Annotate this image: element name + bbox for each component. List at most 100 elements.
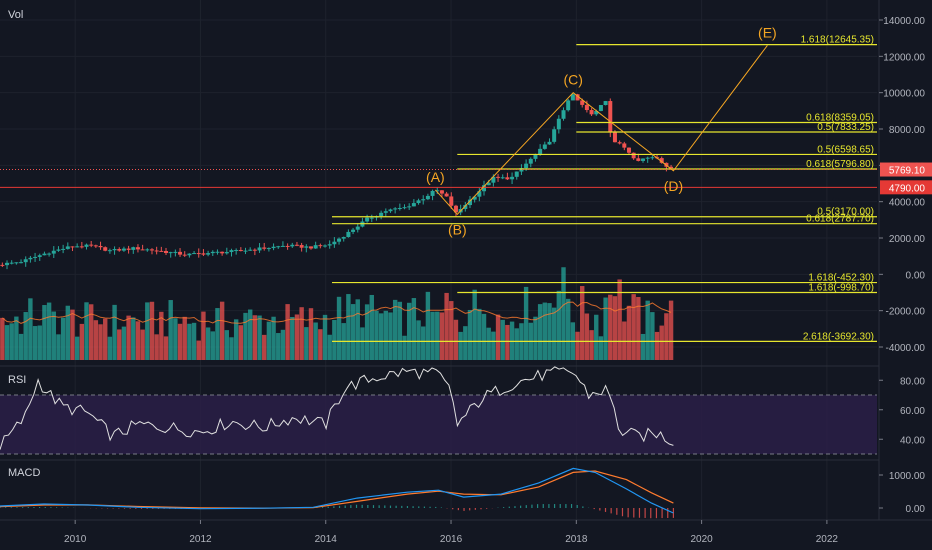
- candle-body: [388, 209, 393, 212]
- candle-body: [496, 176, 501, 178]
- candle-body: [126, 248, 131, 250]
- candle-body: [575, 94, 580, 101]
- candle-body: [294, 244, 299, 246]
- volume-bar: [140, 329, 145, 360]
- candle-body: [42, 253, 47, 256]
- candle-body: [444, 193, 449, 197]
- volume-bar: [219, 301, 225, 360]
- candle-body: [645, 157, 650, 159]
- candle-body: [407, 206, 412, 208]
- candle-body: [276, 246, 281, 248]
- volume-bar: [509, 321, 515, 360]
- candle-body: [308, 246, 313, 249]
- volume-bar: [145, 302, 150, 360]
- volume-bar: [346, 294, 351, 360]
- volume-bar: [112, 304, 117, 360]
- candle-body: [154, 250, 159, 252]
- volume-bar: [0, 317, 5, 360]
- price-tick-label: -2000.00: [886, 307, 926, 318]
- candle-body: [580, 100, 585, 105]
- volume-bar: [257, 315, 262, 360]
- candle-body: [514, 171, 519, 177]
- candle-body: [271, 246, 276, 249]
- volume-bar: [46, 302, 52, 360]
- volume-bar: [168, 300, 173, 360]
- candle-body: [182, 254, 187, 256]
- candle-body: [14, 262, 19, 264]
- volume-bar: [224, 330, 230, 360]
- candle-body: [510, 176, 515, 180]
- volume-bar: [360, 327, 365, 360]
- volume-bar: [668, 300, 674, 360]
- volume-bar: [117, 329, 122, 360]
- volume-bar: [187, 323, 192, 360]
- candle-body: [641, 158, 646, 161]
- volume-bar: [645, 300, 650, 360]
- volume-bar: [313, 322, 318, 360]
- fib-level-label: 1.618(-998.70): [808, 282, 874, 293]
- volume-bar: [416, 320, 421, 360]
- candle-body: [164, 250, 169, 253]
- candle-body: [215, 251, 220, 253]
- volume-bar: [173, 318, 178, 360]
- volume-bar: [60, 317, 66, 360]
- volume-bar: [149, 301, 155, 360]
- time-tick-label: 2016: [440, 534, 463, 545]
- volume-bar: [650, 312, 655, 360]
- volume-bar: [332, 319, 337, 360]
- candle-body: [23, 259, 28, 263]
- candle-body: [486, 182, 491, 186]
- volume-bar: [9, 323, 14, 360]
- support-price-text: 4790.00: [889, 183, 926, 194]
- candle-body: [636, 158, 641, 161]
- candle-body: [178, 251, 183, 255]
- candle-body: [149, 249, 154, 251]
- volume-bar: [542, 302, 548, 360]
- volume-bar: [425, 291, 431, 360]
- current-price-badge: [880, 162, 932, 177]
- volume-bar: [402, 335, 407, 360]
- candle-body: [612, 132, 617, 143]
- volume-bar: [318, 329, 323, 360]
- volume-bar: [523, 286, 529, 360]
- candle-body: [196, 253, 201, 255]
- candle-body: [168, 252, 173, 254]
- fib-level-label: 0.618(8359.05): [806, 112, 874, 123]
- price-tick-label: 12000.00: [883, 52, 925, 63]
- volume-bar: [495, 314, 501, 360]
- volume-bar: [491, 331, 496, 360]
- fib-level-label: 0.5(3170.00): [817, 207, 874, 218]
- candle-body: [47, 253, 52, 255]
- volume-bar: [556, 290, 562, 360]
- volume-bar: [37, 325, 42, 360]
- candle-body: [566, 100, 571, 111]
- candle-body: [524, 163, 529, 169]
- volume-bar: [659, 325, 664, 360]
- candle-body: [659, 158, 664, 163]
- candle-body: [173, 251, 178, 253]
- candle-body: [61, 248, 66, 250]
- volume-bar: [369, 294, 374, 360]
- candle-body: [28, 257, 33, 260]
- time-tick-label: 2020: [690, 534, 713, 545]
- candle-body: [341, 237, 346, 239]
- fib-level-label: 2.618(-3692.30): [803, 331, 874, 342]
- volume-bar: [304, 327, 309, 360]
- volume-bar: [285, 304, 290, 360]
- candle-body: [365, 217, 370, 222]
- volume-bar: [355, 299, 360, 360]
- candle-body: [257, 247, 262, 251]
- rsi-line: [0, 366, 674, 450]
- volume-bar: [406, 302, 412, 360]
- volume-bar: [51, 311, 56, 360]
- candle-body: [313, 245, 318, 249]
- price-tick-label: 8000.00: [889, 125, 926, 136]
- volume-bar: [252, 315, 258, 360]
- volume-bar: [594, 314, 599, 360]
- time-tick-label: 2012: [189, 534, 212, 545]
- volume-ma-line: [1, 301, 672, 324]
- candle-body: [439, 190, 444, 194]
- candle-body: [327, 244, 332, 246]
- volume-bar: [421, 326, 426, 360]
